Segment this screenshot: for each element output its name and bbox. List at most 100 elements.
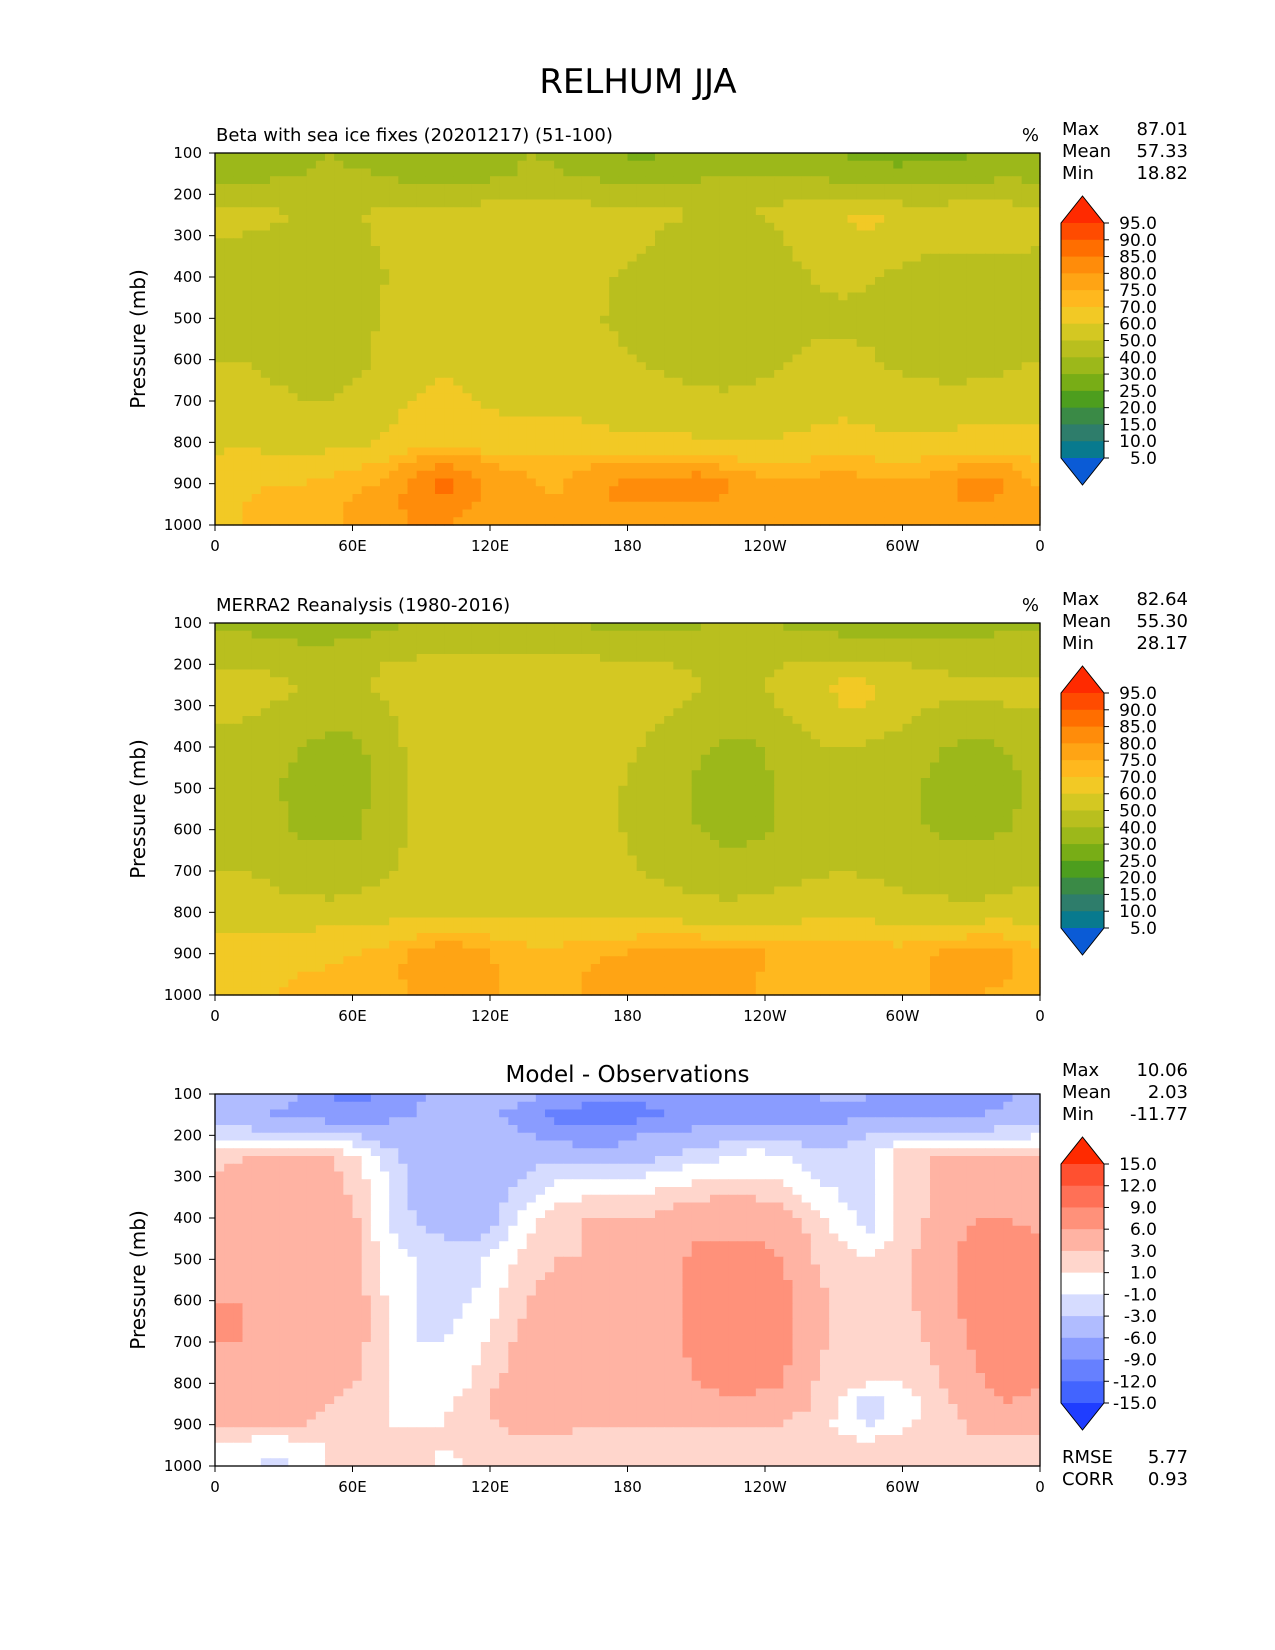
heatmap-cell	[260, 153, 271, 162]
heatmap-cell	[994, 153, 1004, 162]
heatmap-cell	[645, 486, 656, 495]
heatmap-cell	[480, 292, 491, 301]
heatmap-cell	[1030, 168, 1041, 177]
heatmap-cell	[325, 222, 335, 232]
heatmap-cell	[554, 176, 564, 185]
heatmap-cell	[966, 215, 977, 224]
heatmap-cell	[939, 447, 949, 456]
heatmap-cell	[710, 315, 720, 325]
heatmap-cell	[499, 501, 509, 511]
heatmap-cell	[948, 370, 959, 379]
heatmap-cell	[499, 153, 509, 162]
heatmap-cell	[233, 470, 244, 480]
heatmap-cell	[526, 463, 537, 472]
heatmap-cell	[966, 654, 977, 663]
heatmap-cell	[325, 401, 335, 410]
heatmap-cell	[930, 455, 940, 464]
heatmap-cell	[563, 447, 574, 456]
heatmap-cell	[370, 630, 381, 640]
heatmap-cell	[810, 661, 821, 671]
heatmap-cell	[526, 661, 537, 671]
heatmap-cell	[508, 354, 519, 363]
heatmap-cell	[682, 623, 693, 632]
heatmap-cell	[325, 408, 335, 418]
heatmap-cell	[270, 331, 280, 340]
heatmap-cell	[325, 199, 335, 208]
heatmap-cell	[655, 455, 665, 464]
heatmap-cell	[710, 509, 720, 518]
heatmap-cell	[306, 323, 317, 332]
heatmap-cell	[902, 315, 913, 325]
heatmap-cell	[490, 323, 500, 332]
heatmap-cell	[380, 292, 390, 301]
heatmap-cell	[343, 517, 354, 526]
heatmap-cell	[517, 494, 528, 503]
heatmap-cell	[1021, 315, 1032, 325]
heatmap-cell	[462, 339, 473, 348]
heatmap-cell	[710, 447, 720, 456]
heatmap-cell	[920, 509, 931, 518]
heatmap-cell	[590, 654, 601, 663]
heatmap-cell	[471, 168, 482, 177]
heatmap-cell	[325, 463, 335, 472]
heatmap-cell	[829, 354, 839, 363]
heatmap-cell	[728, 323, 739, 332]
heatmap-cell	[242, 176, 253, 185]
heatmap-cell	[856, 478, 867, 487]
heatmap-cell	[370, 370, 381, 379]
heatmap-cell	[425, 494, 436, 503]
heatmap-cell	[884, 176, 894, 185]
heatmap-cell	[1030, 160, 1041, 170]
heatmap-cell	[315, 447, 326, 456]
heatmap-cell	[618, 160, 629, 170]
heatmap-cell	[884, 478, 894, 487]
heatmap-cell	[948, 269, 959, 278]
heatmap-cell	[636, 269, 647, 278]
heatmap-cell	[1030, 339, 1041, 348]
heatmap-cell	[600, 292, 610, 301]
heatmap-cell	[545, 222, 555, 232]
heatmap-cell	[746, 416, 757, 425]
heatmap-cell	[719, 661, 729, 671]
heatmap-cell	[545, 284, 555, 294]
heatmap-cell	[820, 354, 830, 363]
heatmap-cell	[792, 509, 803, 518]
heatmap-cell	[453, 199, 464, 208]
heatmap-cell	[636, 463, 647, 472]
heatmap-cell	[480, 199, 491, 208]
heatmap-cell	[810, 509, 821, 518]
heatmap-cell	[609, 661, 619, 671]
heatmap-cell	[279, 630, 289, 640]
heatmap-cell	[609, 331, 619, 340]
heatmap-cell	[755, 509, 766, 518]
heatmap-cell	[966, 168, 977, 177]
heatmap-cell	[343, 284, 354, 294]
heatmap-cell	[361, 277, 372, 286]
heatmap-cell	[609, 308, 619, 317]
heatmap-cell	[893, 501, 904, 511]
heatmap-cell	[682, 501, 693, 511]
heatmap-cell	[490, 623, 500, 632]
heatmap-cell	[352, 222, 363, 232]
colorbar-extend-bottom	[1061, 458, 1104, 485]
heatmap-cell	[810, 160, 821, 170]
heatmap-cell	[746, 339, 757, 348]
heatmap-cell	[820, 308, 830, 317]
heatmap-cell	[297, 222, 308, 232]
heatmap-cell	[1012, 486, 1023, 495]
heatmap-cell	[636, 277, 647, 286]
heatmap-cell	[792, 455, 803, 464]
heatmap-cell	[270, 199, 280, 208]
heatmap-cell	[535, 447, 546, 456]
heatmap-cell	[572, 494, 583, 503]
heatmap-cell	[829, 646, 839, 655]
heatmap-cell	[755, 661, 766, 671]
heatmap-cell	[407, 346, 418, 356]
heatmap-cell	[957, 439, 968, 449]
heatmap-cell	[902, 222, 913, 232]
heatmap-cell	[334, 354, 344, 363]
heatmap-cell	[636, 424, 647, 433]
heatmap-cell	[389, 284, 399, 294]
heatmap-cell	[389, 277, 399, 286]
heatmap-cell	[985, 638, 995, 647]
